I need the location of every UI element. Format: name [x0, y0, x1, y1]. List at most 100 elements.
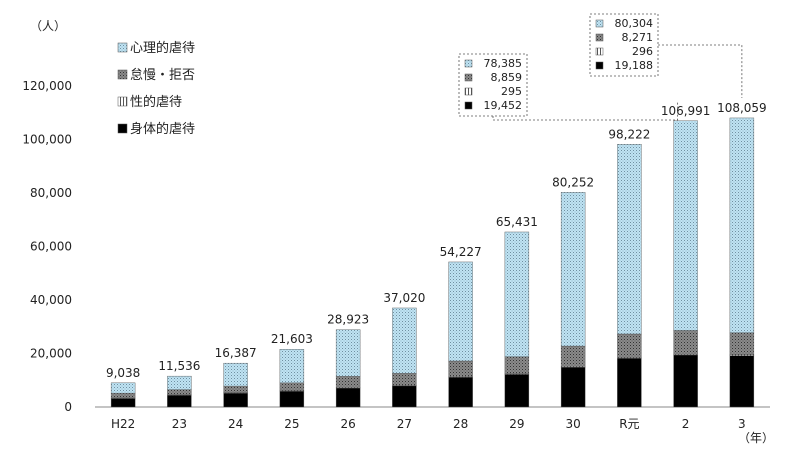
bar-segment-neglect: [560, 345, 586, 367]
x-tick-label: 27: [397, 417, 412, 431]
bar-segment-psychological: [279, 349, 305, 384]
bar-segment-physical: [673, 354, 698, 408]
total-label: 28,923: [327, 313, 369, 327]
total-label: 9,038: [106, 366, 140, 380]
legend-swatch-physical: [117, 123, 128, 134]
bar-segment-physical: [335, 387, 361, 408]
callout-value: 296: [632, 45, 653, 58]
callout-leader: [492, 100, 679, 121]
bar-segment-physical: [167, 395, 192, 408]
total-label: 108,059: [717, 101, 767, 115]
bar-segment-neglect: [279, 382, 305, 391]
bar-segment-psychological: [335, 329, 361, 377]
callout-swatch-psychological: [464, 59, 473, 68]
callout-swatch-neglect: [595, 33, 604, 42]
callout-value: 19,188: [615, 59, 654, 72]
legend-label: 怠慢・拒否: [130, 67, 195, 83]
callout-swatch-sexual: [464, 87, 473, 96]
callout-value: 8,859: [491, 71, 523, 84]
y-unit-label: （人）: [30, 19, 66, 33]
total-label: 80,252: [552, 175, 594, 189]
callout-swatch-physical: [595, 61, 604, 70]
y-tick-label: 40,000: [30, 293, 72, 307]
total-label: 37,020: [383, 291, 425, 305]
bar-segment-physical: [223, 392, 248, 408]
bar-segment-neglect: [617, 333, 642, 358]
total-label: 11,536: [158, 359, 200, 373]
callout-swatch-neglect: [464, 73, 473, 82]
x-unit-label: （年）: [738, 431, 774, 445]
bar-segment-physical: [110, 398, 136, 408]
y-tick-label: 0: [64, 400, 72, 414]
bar-segment-psychological: [110, 382, 136, 394]
y-tick-label: 120,000: [22, 79, 72, 93]
bar-segment-physical: [504, 374, 530, 408]
x-tick-label: 26: [340, 417, 355, 431]
bar-segment-neglect: [335, 376, 361, 388]
legend-label: 心理的虐待: [130, 40, 195, 56]
legend-label: 性的虐待: [130, 94, 182, 110]
callout-value: 19,452: [484, 99, 523, 112]
bar-segment-neglect: [504, 356, 530, 374]
legend-swatch-sexual: [117, 96, 128, 107]
bar-segment-psychological: [504, 231, 530, 357]
bar-segment-physical: [617, 358, 642, 408]
bar-segment-psychological: [167, 375, 192, 390]
bar-segment-psychological: [729, 117, 755, 333]
bar-segment-neglect: [392, 373, 417, 386]
bar-segment-neglect: [167, 389, 192, 395]
bar-segment-psychological: [617, 144, 642, 335]
y-axis: 0 20,000 40,000 60,000 80,000 100,000 120,000: [22, 79, 72, 414]
x-tick-label: 23: [172, 417, 187, 431]
legend-swatch-neglect: [117, 69, 128, 80]
legend-swatch-psychological: [117, 42, 128, 53]
x-tick-label: 28: [453, 417, 468, 431]
bar-segment-neglect: [448, 360, 473, 377]
bar-segment-psychological: [673, 120, 698, 331]
bar-segment-neglect: [673, 330, 698, 355]
bar-segment-neglect: [729, 332, 755, 356]
bar-segment-neglect: [110, 392, 136, 399]
y-tick-label: 100,000: [22, 133, 72, 147]
y-tick-label: 80,000: [30, 186, 72, 200]
bars: [110, 117, 755, 408]
x-tick-label: R元: [619, 417, 639, 431]
total-label: 65,431: [496, 215, 538, 229]
bar-segment-psychological: [448, 261, 473, 362]
x-tick-label: 3: [738, 417, 746, 431]
x-tick-label: H22: [111, 417, 135, 431]
bar-segment-psychological: [392, 307, 417, 374]
bar-segment-physical: [560, 366, 586, 408]
callout-swatch-psychological: [595, 19, 604, 28]
x-tick-label: 25: [284, 417, 299, 431]
total-label: 106,991: [661, 104, 711, 118]
x-tick-label: 29: [509, 417, 524, 431]
x-tick-label: 2: [682, 417, 690, 431]
x-tick-label: 30: [565, 417, 580, 431]
total-label: 98,222: [608, 127, 650, 141]
callout-value: 78,385: [484, 57, 523, 70]
callout-value: 295: [501, 85, 522, 98]
y-tick-label: 60,000: [30, 240, 72, 254]
bar-segment-psychological: [560, 192, 586, 347]
legend-label: 身体的虐待: [130, 121, 195, 137]
bar-segment-physical: [392, 385, 417, 408]
total-labels: 9,038 11,536 16,387 21,603 28,923 37,020 54,22…: [106, 101, 767, 380]
callout-value: 80,304: [615, 17, 654, 30]
bar-segment-physical: [448, 377, 473, 408]
x-axis: H22 23 24 25 26 27 28 29 30 R元 2 3: [95, 406, 770, 431]
callout-leader: [658, 44, 743, 98]
total-label: 54,227: [440, 245, 482, 259]
bar-segment-physical: [729, 355, 755, 408]
bar-segment-physical: [279, 391, 305, 408]
bar-segment-psychological: [223, 362, 248, 387]
y-tick-label: 20,000: [30, 347, 72, 361]
total-label: 21,603: [271, 332, 313, 346]
callout-swatch-physical: [464, 101, 473, 110]
callout-value: 8,271: [622, 31, 654, 44]
x-tick-label: 24: [228, 417, 243, 431]
